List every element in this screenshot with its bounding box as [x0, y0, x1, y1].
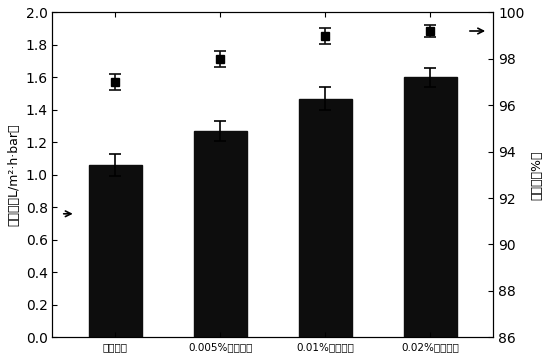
Bar — [299, 98, 351, 337]
Bar — [89, 165, 142, 337]
Bar — [194, 131, 246, 337]
Y-axis label: 盐通量（L/m²·h·bar）: 盐通量（L/m²·h·bar） — [7, 123, 20, 226]
Y-axis label: 盐截留（%）: 盐截留（%） — [530, 150, 543, 200]
Bar — [404, 78, 456, 337]
